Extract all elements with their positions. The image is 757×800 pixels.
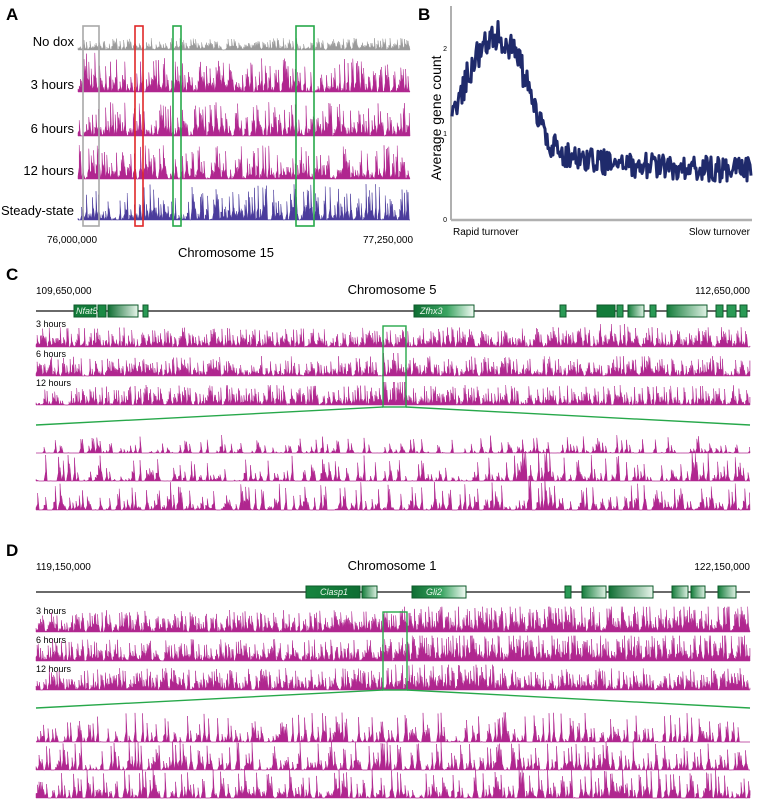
panel-d-label-3h: 3 hours	[36, 606, 67, 616]
gene-nfat5-exon	[73, 304, 97, 318]
track-3-hours	[77, 52, 411, 93]
panel-b-ytick-2: 2	[443, 46, 447, 53]
panel-c-zoom-line-right	[405, 406, 751, 426]
panel-a-axis-title: Chromosome 15	[178, 245, 274, 260]
panel-d-coord-end: 122,150,000	[694, 562, 750, 573]
gene-zfhx3-label: Zfhx3	[419, 306, 443, 316]
highlight-box-green-2	[295, 25, 315, 227]
panel-c-gene-block	[559, 304, 567, 318]
highlight-box-gray	[82, 25, 100, 227]
panel-b-letter: B	[418, 5, 430, 24]
panel-b-ytick-0: 0	[443, 217, 447, 224]
panel-c-track-12h	[35, 381, 751, 406]
panel-a-axis-end: 77,250,000	[363, 235, 413, 246]
panel-c-letter: C	[6, 265, 18, 284]
panel-a-label-no-dox: No dox	[33, 34, 75, 49]
panel-d-gene-block	[581, 585, 607, 599]
panel-c-zoom-track-2	[35, 451, 750, 482]
panel-d-letter: D	[6, 541, 18, 560]
panel-a-label-6h: 6 hours	[31, 121, 75, 136]
panel-d-gene-track: Clasp1 Gli2	[36, 585, 750, 599]
panel-d-zoom-track-2	[35, 740, 750, 771]
gene-nfat5-exon	[107, 304, 139, 318]
panel-b-y-axis-label: Average gene count	[428, 55, 444, 180]
panel-b: B Average gene count 0 1 2 Rapid turnove…	[418, 5, 753, 238]
panel-a-label-3h: 3 hours	[31, 77, 75, 92]
track-no-dox	[77, 37, 411, 51]
panel-c-track-6h	[35, 352, 751, 377]
gene-nfat5-label: Nfat5	[76, 306, 99, 316]
panel-c-chromosome: Chromosome 5	[348, 282, 437, 297]
gene-zfhx3-body	[413, 304, 475, 318]
panel-d-tracks	[35, 606, 751, 691]
panel-b-series-line	[450, 20, 753, 184]
panel-c-gene-track: Nfat5 Zfhx3	[36, 304, 750, 318]
panel-d-gene-block	[717, 585, 737, 599]
highlight-box-red	[134, 25, 144, 227]
panel-d-gene-block	[690, 585, 706, 599]
panel-a-label-steady-state: Steady-state	[1, 203, 74, 218]
highlight-box-green-1	[172, 25, 182, 227]
track-steady-state	[77, 184, 411, 221]
panel-c-zoom-track-3	[35, 477, 751, 511]
panel-c-gene-block	[627, 304, 645, 318]
panel-c-label-12h: 12 hours	[36, 378, 72, 388]
panel-c-coord-end: 112,650,000	[695, 286, 750, 297]
panel-d-track-12h	[35, 664, 751, 691]
panel-d-zoom-line-right	[406, 689, 751, 709]
panel-d-chromosome: Chromosome 1	[348, 558, 437, 573]
panel-d-zoom-track-1	[35, 712, 750, 743]
panel-a: A No dox 3 hours 6 hours 12 hours Steady…	[1, 5, 413, 260]
panel-c-tracks	[35, 323, 751, 406]
panel-c-gene-block	[715, 304, 724, 318]
panel-d-zoom-box	[382, 611, 408, 691]
panel-c-track-3h	[35, 323, 751, 348]
panel-c-gene-block	[596, 304, 616, 318]
panel-c-gene-block	[666, 304, 708, 318]
panel-c: C 109,650,000 Chromosome 5 112,650,000 N…	[6, 265, 751, 511]
panel-c-gene-block	[739, 304, 748, 318]
panel-c-gene-block	[616, 304, 624, 318]
panel-d-zoom-tracks	[35, 712, 751, 799]
gene-clasp1-body	[305, 585, 361, 599]
track-6-hours	[77, 102, 411, 137]
gene-nfat5-exon	[142, 304, 149, 318]
panel-c-zoom-track-1	[36, 435, 751, 454]
panel-d-gene-block	[564, 585, 572, 599]
panel-a-axis-start: 76,000,000	[47, 235, 97, 246]
panel-c-zoom-tracks	[35, 435, 751, 511]
panel-b-x-label-left: Rapid turnover	[453, 227, 519, 238]
panel-c-zoom-box	[382, 325, 407, 408]
panel-b-ytick-1: 1	[443, 131, 447, 138]
panel-d-label-12h: 12 hours	[36, 664, 72, 674]
track-12-hours	[77, 145, 411, 180]
gene-clasp1-exon	[361, 585, 378, 599]
panel-a-label-12h: 12 hours	[23, 163, 74, 178]
panel-b-x-label-right: Slow turnover	[689, 227, 751, 238]
panel-d-label-6h: 6 hours	[36, 635, 67, 645]
panel-d-track-3h	[35, 606, 751, 633]
panel-d-gene-block	[608, 585, 654, 599]
panel-c-label-3h: 3 hours	[36, 319, 67, 329]
panel-c-gene-block	[649, 304, 657, 318]
panel-c-coord-start: 109,650,000	[36, 286, 92, 297]
gene-clasp1-label: Clasp1	[320, 587, 348, 597]
panel-d-gene-block	[671, 585, 689, 599]
gene-gli2-label: Gli2	[426, 587, 442, 597]
panel-d-zoom-line-left	[35, 689, 384, 709]
panel-a-tracks	[77, 37, 411, 221]
gene-nfat5-exon	[97, 304, 107, 318]
panel-d: D 119,150,000 Chromosome 1 122,150,000 C…	[6, 541, 751, 799]
gene-gli2-body	[411, 585, 467, 599]
panel-c-gene-block	[726, 304, 737, 318]
panel-c-label-6h: 6 hours	[36, 349, 67, 359]
panel-a-letter: A	[6, 5, 18, 24]
panel-d-track-6h	[35, 635, 751, 662]
panel-d-zoom-track-3	[35, 768, 751, 799]
panel-c-zoom-line-left	[35, 406, 384, 426]
panel-d-coord-start: 119,150,000	[36, 562, 91, 573]
